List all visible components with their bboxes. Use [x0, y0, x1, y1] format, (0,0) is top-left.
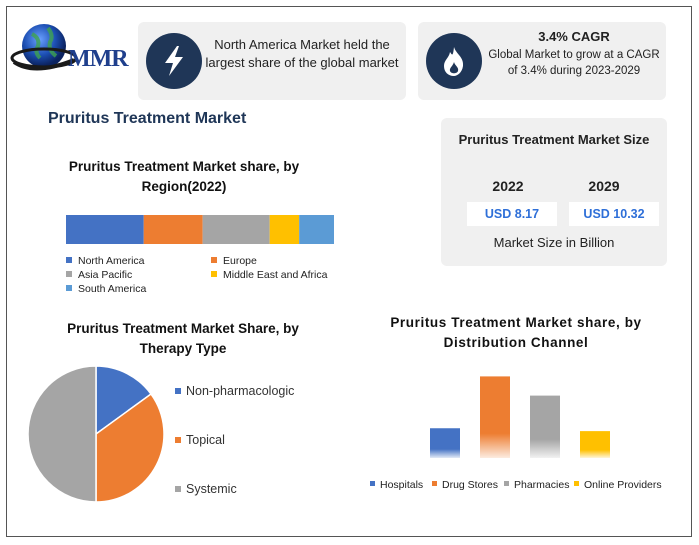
mmr-logo: MMR	[10, 18, 138, 80]
legend-swatch	[432, 481, 437, 486]
info-card-cagr: 3.4% CAGR Global Market to grow at a CAG…	[418, 22, 666, 100]
legend-label: Europe	[223, 255, 257, 267]
legend-label: Non-pharmacologic	[186, 384, 294, 398]
legend-label: Online Providers	[584, 479, 662, 491]
legend-label: North America	[78, 255, 145, 267]
legend-label: Systemic	[186, 482, 237, 496]
infographic-frame	[6, 6, 692, 537]
region-bar-segment	[202, 215, 270, 244]
legend-swatch	[66, 271, 72, 277]
info-card-region-text: North America Market held the largest sh…	[205, 37, 399, 70]
region-bar-segment	[143, 215, 203, 244]
region-stacked-bar-chart: North America Europe Asia Pacific Middle Ea…	[66, 215, 334, 295]
year-2022-label: 2022	[492, 178, 524, 194]
pie-slice	[95, 365, 153, 436]
legend-swatch	[175, 388, 181, 394]
legend-swatch	[66, 285, 72, 291]
value-2022: USD 8.17	[467, 202, 557, 226]
therapy-pie-chart: Non-pharmacologic Topical Systemic	[27, 365, 294, 503]
legend-label: Middle East and Africa	[223, 269, 328, 281]
info-card-region: North America Market held the largest sh…	[138, 22, 406, 100]
flame-icon	[426, 33, 482, 89]
distribution-chart-title: Pruritus Treatment Market share, by Dist…	[390, 315, 642, 350]
logo-text: MMR	[68, 46, 129, 72]
legend-label: Pharmacies	[514, 479, 569, 491]
region-bar-segment	[66, 215, 144, 244]
region-bar-segment	[269, 215, 300, 244]
globe-icon	[10, 24, 78, 71]
distribution-bar	[430, 428, 460, 458]
page-title: Pruritus Treatment Market	[48, 110, 247, 127]
legend-label: Topical	[186, 433, 225, 447]
legend-label: Drug Stores	[442, 479, 498, 491]
distribution-bar-chart: Hospitals Drug Stores Pharmacies Online Pro…	[370, 376, 662, 491]
region-bar-segment	[299, 215, 334, 244]
market-size-card: Pruritus Treatment Market Size 2022 2029…	[441, 118, 667, 266]
legend-label: Hospitals	[380, 479, 423, 491]
distribution-bar	[580, 431, 610, 458]
pie-slice	[95, 392, 165, 503]
legend-swatch	[211, 257, 217, 263]
legend-swatch	[370, 481, 375, 486]
legend-swatch	[66, 257, 72, 263]
market-size-title: Pruritus Treatment Market Size	[458, 132, 650, 147]
year-2029-label: 2029	[588, 178, 620, 194]
legend-swatch	[211, 271, 217, 277]
legend-swatch	[175, 486, 181, 492]
value-2029: USD 10.32	[569, 202, 659, 226]
therapy-chart-title: Pruritus Treatment Market Share, by Ther…	[67, 321, 299, 356]
legend-label: South America	[78, 283, 146, 295]
legend-swatch	[504, 481, 509, 486]
pie-slice	[27, 365, 97, 503]
legend-label: Asia Pacific	[78, 269, 132, 281]
region-chart-title: Pruritus Treatment Market share, by Regi…	[68, 159, 300, 194]
info-card-cagr-text: Global Market to grow at a CAGR of 3.4% …	[488, 49, 660, 77]
distribution-bar	[480, 376, 510, 458]
legend-swatch	[574, 481, 579, 486]
legend-swatch	[175, 437, 181, 443]
market-size-caption: Market Size in Billion	[493, 235, 615, 250]
distribution-bar	[530, 395, 560, 458]
info-card-cagr-title: 3.4% CAGR	[538, 29, 610, 44]
lightning-bolt-icon	[146, 33, 202, 89]
